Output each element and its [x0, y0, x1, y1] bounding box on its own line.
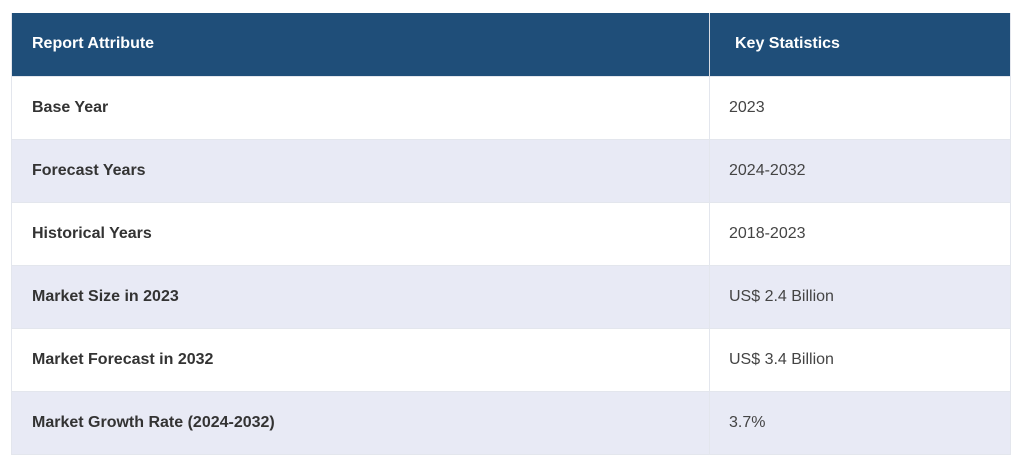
row-value: 2024-2032 [709, 138, 1011, 202]
table-row: Market Forecast in 2032 US$ 3.4 Billion [11, 327, 1011, 391]
header-report-attribute: Report Attribute [11, 13, 710, 76]
header-key-statistics: Key Statistics [709, 13, 1011, 76]
table-row: Forecast Years 2024-2032 [11, 138, 1011, 202]
row-value: US$ 2.4 Billion [709, 264, 1011, 328]
table-row: Historical Years 2018-2023 [11, 201, 1011, 265]
table-row: Market Size in 2023 US$ 2.4 Billion [11, 264, 1011, 328]
table-body: Base Year 2023 Forecast Years 2024-2032 … [11, 75, 1011, 454]
row-attribute: Forecast Years [11, 138, 710, 202]
row-attribute: Historical Years [11, 201, 710, 265]
row-attribute: Market Forecast in 2032 [11, 327, 710, 391]
row-value: 2018-2023 [709, 201, 1011, 265]
row-attribute: Market Growth Rate (2024-2032) [11, 390, 710, 454]
table-row: Market Growth Rate (2024-2032) 3.7% [11, 390, 1011, 454]
row-value: 2023 [709, 75, 1011, 139]
row-attribute: Base Year [11, 75, 710, 139]
report-statistics-table: Report Attribute Key Statistics Base Yea… [11, 13, 1011, 455]
table-header: Report Attribute Key Statistics [11, 13, 1011, 76]
row-value: 3.7% [709, 390, 1011, 454]
table-row: Base Year 2023 [11, 75, 1011, 139]
header-row: Report Attribute Key Statistics [11, 13, 1011, 76]
row-value: US$ 3.4 Billion [709, 327, 1011, 391]
row-attribute: Market Size in 2023 [11, 264, 710, 328]
report-table-container: Report Attribute Key Statistics Base Yea… [11, 13, 1011, 455]
